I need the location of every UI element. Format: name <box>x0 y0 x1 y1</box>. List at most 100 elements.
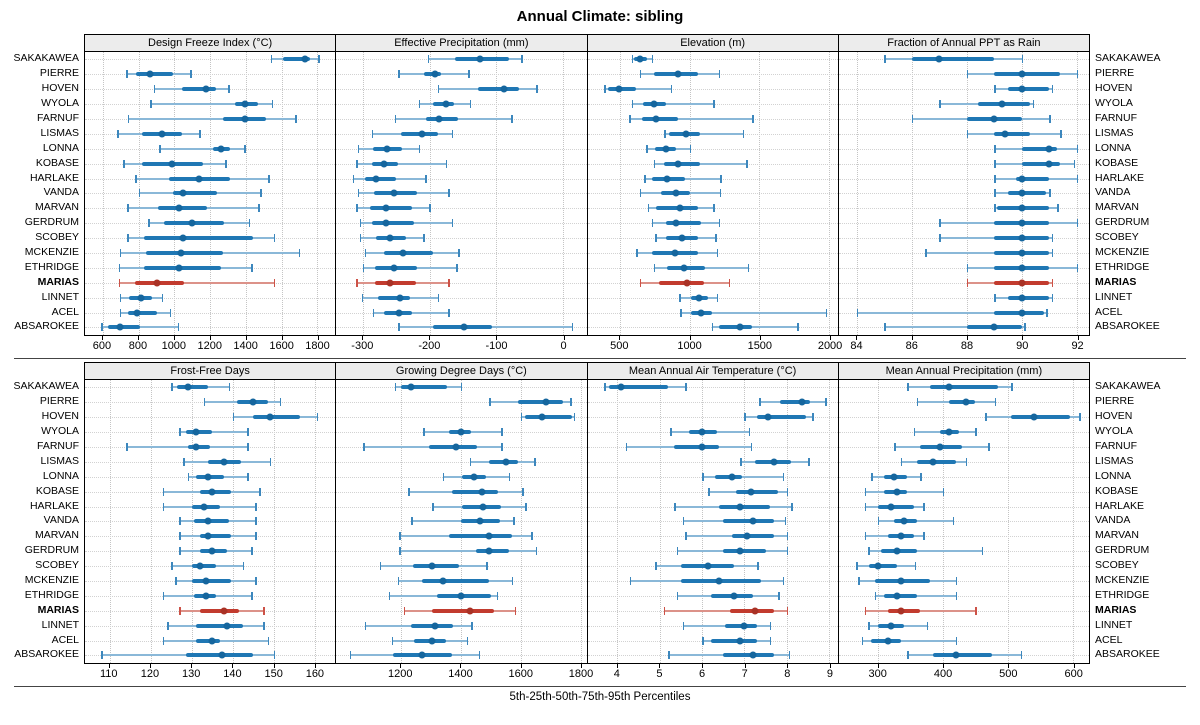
iqr-bar <box>400 385 448 390</box>
station-label-column: SAKAKAWEA PIERRE HOVEN WYOLA FARNUF LISMAS LON… <box>4 379 84 662</box>
median-dot <box>195 175 203 183</box>
station-row <box>85 246 336 261</box>
axis-tick <box>744 664 746 668</box>
panel-plot <box>587 52 838 335</box>
median-dot <box>945 428 953 436</box>
station-row <box>85 603 336 618</box>
station-row <box>587 559 838 574</box>
panel-plot <box>838 380 1089 663</box>
axis-tick-label: 84 <box>850 340 863 352</box>
station-row <box>336 454 587 469</box>
whisker-cap <box>797 323 799 332</box>
axis-tick <box>209 336 211 340</box>
axis-tick-label: 5 <box>656 668 663 680</box>
station-row <box>85 454 336 469</box>
whisker-cap <box>786 532 789 541</box>
iqr-bar <box>199 608 239 613</box>
station-row <box>838 320 1089 335</box>
whisker-cap <box>138 189 141 198</box>
axis-tick <box>273 664 275 668</box>
h-gridline <box>336 238 587 240</box>
median-dot <box>542 398 550 406</box>
median-dot <box>897 577 904 585</box>
station-label: SAKAKAWEA <box>13 52 79 65</box>
median-dot <box>220 458 228 466</box>
station-label: SAKAKAWEA <box>1095 52 1161 65</box>
h-gridline <box>587 89 838 91</box>
h-gridline <box>336 253 587 255</box>
iqr-bar <box>994 72 1061 77</box>
median-dot <box>698 443 706 451</box>
station-label: ACEL <box>1095 633 1123 646</box>
whisker-cap <box>682 621 685 630</box>
panel-row: SAKAKAWEA PIERRE HOVEN WYOLA FARNUF LISMAS LON… <box>4 34 1196 358</box>
station-row <box>838 52 1089 67</box>
median-dot <box>202 577 210 585</box>
station-row <box>587 201 838 216</box>
whisker-cap <box>522 487 524 496</box>
iqr-bar <box>412 564 460 569</box>
whisker-cap <box>939 219 941 228</box>
whisker-cap <box>965 457 967 466</box>
whisker-cap <box>127 204 129 213</box>
station-row <box>838 186 1089 201</box>
whisker-cap <box>127 115 130 123</box>
iqr-bar <box>253 415 301 420</box>
whisker-cap <box>914 562 917 571</box>
whisker-cap <box>631 55 634 64</box>
station-row <box>85 514 336 529</box>
whisker-range <box>664 132 743 135</box>
station-label: SCOBEY <box>1095 231 1139 244</box>
station-row <box>85 618 336 633</box>
station-label: LONNA <box>1095 469 1132 482</box>
whisker-cap <box>458 249 460 258</box>
whisker-cap <box>279 398 282 407</box>
whisker-range <box>861 639 956 642</box>
whisker-cap <box>372 308 375 317</box>
whisker-cap <box>913 428 915 437</box>
whisker-cap <box>520 413 523 422</box>
whisker-cap <box>514 606 517 615</box>
median-dot <box>184 383 192 391</box>
station-row <box>587 648 838 663</box>
h-gridline <box>336 417 587 419</box>
station-row <box>587 380 838 395</box>
iqr-bar <box>517 400 563 405</box>
whisker-cap <box>159 144 161 153</box>
median-dot <box>751 607 759 615</box>
whisker-cap <box>501 443 503 451</box>
h-gridline <box>838 476 1089 478</box>
panel-header: Fraction of Annual PPT as Rain <box>838 35 1089 52</box>
median-dot <box>672 219 680 227</box>
station-label: MCKENZIE <box>1095 246 1150 259</box>
station-row <box>85 544 336 559</box>
axis-tick-label: 2000 <box>817 340 843 352</box>
whisker-range <box>711 326 798 329</box>
whisker-range <box>653 162 747 165</box>
whisker-cap <box>199 129 201 138</box>
whisker-cap <box>966 70 969 79</box>
station-label: PIERRE <box>39 67 79 80</box>
station-label: MCKENZIE <box>24 574 79 587</box>
station-row <box>85 171 336 186</box>
median-dot <box>682 130 690 138</box>
axis-tick <box>877 664 879 668</box>
whisker-range <box>925 252 1052 255</box>
median-dot <box>478 488 486 496</box>
h-gridline <box>336 267 587 269</box>
median-dot <box>383 145 391 153</box>
whisker-range <box>126 446 248 448</box>
station-row <box>336 171 587 186</box>
whisker-cap <box>1076 174 1079 183</box>
station-label: KOBASE <box>1095 156 1139 169</box>
whisker-cap <box>985 413 987 422</box>
h-gridline <box>336 163 587 165</box>
station-row <box>85 529 336 544</box>
whisker-cap <box>740 457 742 466</box>
median-dot <box>897 607 904 615</box>
axis-tick-label: -300 <box>351 340 374 352</box>
station-label: MARIAS <box>1095 275 1137 288</box>
station-row <box>336 514 587 529</box>
whisker-cap <box>361 293 364 302</box>
whisker-cap <box>127 234 129 243</box>
